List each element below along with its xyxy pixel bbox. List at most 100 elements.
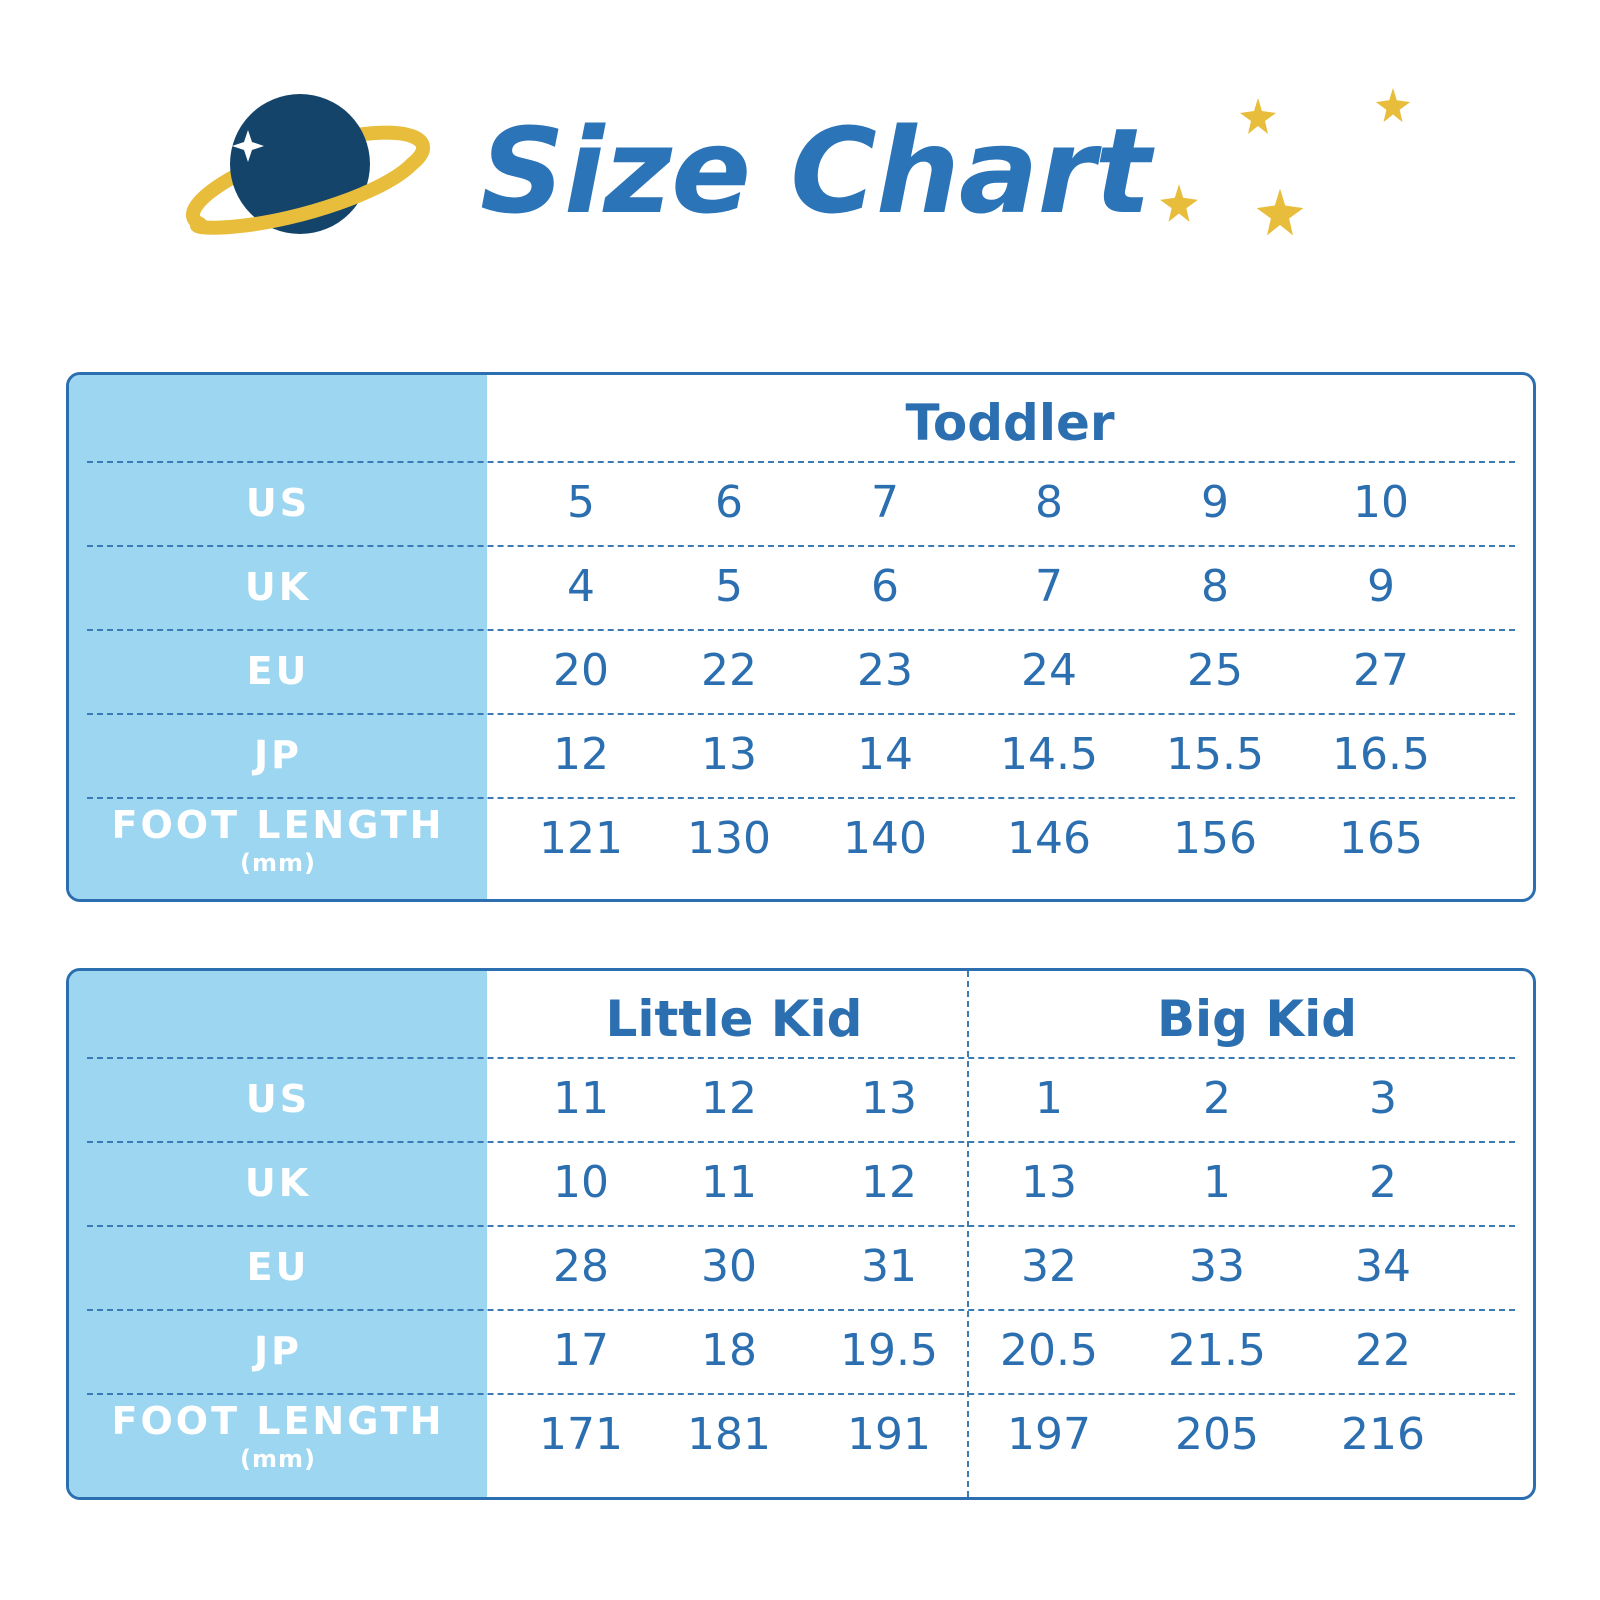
size-cell: 4	[567, 561, 595, 612]
row-divider	[87, 545, 1515, 547]
row-label-text: JP	[254, 733, 302, 777]
size-cell: 1	[1203, 1157, 1231, 1208]
size-cell: 24	[1021, 645, 1077, 696]
size-cell: 32	[1021, 1241, 1077, 1292]
size-cell: 6	[871, 561, 899, 612]
size-cell: 15.5	[1166, 729, 1264, 780]
row-label-text: US	[245, 1077, 311, 1121]
size-cell: 16.5	[1332, 729, 1430, 780]
size-cell: 17	[553, 1325, 609, 1376]
size-cell: 22	[701, 645, 757, 696]
row-divider	[87, 797, 1515, 799]
size-cell: 130	[687, 813, 771, 864]
size-cell: 12	[861, 1157, 917, 1208]
size-cell: 9	[1367, 561, 1395, 612]
size-cell: 28	[553, 1241, 609, 1292]
group-title-toddler: Toddler	[905, 394, 1115, 452]
row-label: FOOT LENGTH (mm)	[69, 1401, 487, 1479]
size-cell: 205	[1175, 1409, 1259, 1460]
row-label: FOOT LENGTH (mm)	[69, 805, 487, 883]
size-cell: 7	[871, 477, 899, 528]
size-cell: 146	[1007, 813, 1091, 864]
page-title: Size Chart	[480, 102, 1151, 240]
size-cell: 31	[861, 1241, 917, 1292]
row-label: UK	[69, 1141, 487, 1225]
size-cell: 12	[701, 1073, 757, 1124]
size-cell: 18	[701, 1325, 757, 1376]
size-cell: 13	[1021, 1157, 1077, 1208]
size-cell: 2	[1369, 1157, 1397, 1208]
size-cell: 22	[1355, 1325, 1411, 1376]
size-cell: 2	[1203, 1073, 1231, 1124]
toddler-size-table: Toddler US 5 6 7 8 9 10 UK 4 5 6 7 8 9 EU 20 22 23 24 25 27 JP…	[66, 372, 1536, 902]
row-divider	[87, 1393, 1515, 1395]
size-cell: 30	[701, 1241, 757, 1292]
ringed-planet-icon	[186, 94, 430, 235]
size-cell: 34	[1355, 1241, 1411, 1292]
size-cell: 121	[539, 813, 623, 864]
group-title-big-kid: Big Kid	[1156, 990, 1358, 1048]
size-cell: 8	[1201, 561, 1229, 612]
size-cell: 5	[567, 477, 595, 528]
star-icon	[1375, 87, 1411, 123]
star-icon	[1256, 188, 1304, 236]
row-label-text: EU	[246, 1245, 310, 1289]
size-cell: 171	[539, 1409, 623, 1460]
group-title-little-kid: Little Kid	[605, 990, 863, 1048]
size-cell: 11	[553, 1073, 609, 1124]
row-label: EU	[69, 1225, 487, 1309]
size-cell: 165	[1339, 813, 1423, 864]
size-cell: 140	[843, 813, 927, 864]
row-divider	[87, 1225, 1515, 1227]
row-divider	[87, 713, 1515, 715]
kid-size-table: Little Kid Big Kid US 11 12 13 1 2 3 UK 10 11 12 13 1 2…	[66, 968, 1536, 1500]
size-cell: 10	[553, 1157, 609, 1208]
row-label-text: FOOT LENGTH	[111, 803, 445, 847]
size-cell: 21.5	[1168, 1325, 1266, 1376]
size-cell: 20.5	[1000, 1325, 1098, 1376]
size-cell: 6	[715, 477, 743, 528]
row-label: US	[69, 1057, 487, 1141]
row-label-text: UK	[244, 565, 312, 609]
row-label-text: UK	[244, 1161, 312, 1205]
size-cell: 13	[701, 729, 757, 780]
row-label-text: JP	[254, 1329, 302, 1373]
row-label: US	[69, 461, 487, 545]
size-cell: 12	[553, 729, 609, 780]
size-cell: 14	[857, 729, 913, 780]
row-label: UK	[69, 545, 487, 629]
size-cell: 13	[861, 1073, 917, 1124]
size-cell: 3	[1369, 1073, 1397, 1124]
row-label-unit: (mm)	[240, 1445, 316, 1473]
size-cell: 156	[1173, 813, 1257, 864]
row-divider	[87, 1309, 1515, 1311]
row-label: EU	[69, 629, 487, 713]
size-cell: 8	[1035, 477, 1063, 528]
size-cell: 181	[687, 1409, 771, 1460]
star-icon	[1160, 184, 1198, 222]
star-icon	[1240, 98, 1276, 134]
row-label: JP	[69, 713, 487, 797]
size-cell: 197	[1007, 1409, 1091, 1460]
row-divider	[87, 629, 1515, 631]
size-cell: 20	[553, 645, 609, 696]
row-label-text: US	[245, 481, 311, 525]
size-cell: 23	[857, 645, 913, 696]
size-cell: 5	[715, 561, 743, 612]
size-cell: 11	[701, 1157, 757, 1208]
size-cell: 1	[1035, 1073, 1063, 1124]
size-cell: 10	[1353, 477, 1409, 528]
size-cell: 19.5	[840, 1325, 938, 1376]
group-divider	[967, 971, 969, 1497]
size-cell: 33	[1189, 1241, 1245, 1292]
row-label-unit: (mm)	[240, 849, 316, 877]
row-divider	[87, 1141, 1515, 1143]
size-cell: 7	[1035, 561, 1063, 612]
row-label: JP	[69, 1309, 487, 1393]
size-cell: 191	[847, 1409, 931, 1460]
size-cell: 27	[1353, 645, 1409, 696]
size-cell: 14.5	[1000, 729, 1098, 780]
header: Size Chart	[0, 0, 1600, 300]
size-cell: 25	[1187, 645, 1243, 696]
size-cell: 216	[1341, 1409, 1425, 1460]
